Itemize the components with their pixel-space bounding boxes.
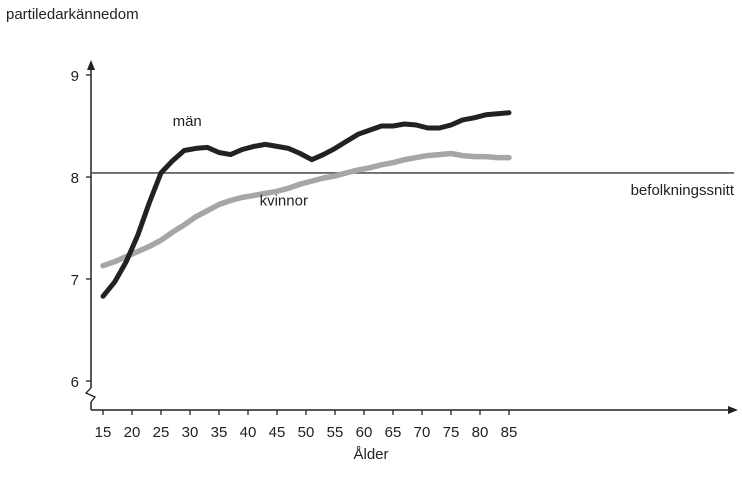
x-tick-label: 65 [385,424,402,441]
x-tick-label: 60 [356,424,373,441]
annotation-man: män [173,113,202,130]
x-axis-label: Ålder [353,446,389,463]
y-axis-break [84,387,97,403]
y-axis-label: partiledarkännedom [6,6,139,23]
series-line-man [100,110,512,299]
x-tick-label: 80 [472,424,489,441]
x-tick-label: 25 [153,424,170,441]
reference-line-group: befolkningssnitt [91,172,735,199]
annotation-kvinnor: kvinnor [260,193,308,210]
axes [84,60,738,414]
x-tick-label: 50 [298,424,315,441]
series-group [100,110,512,299]
x-axis-arrow [728,406,738,414]
x-tick-label: 40 [240,424,257,441]
x-tick-label: 70 [414,424,431,441]
x-tick-label: 45 [269,424,286,441]
x-tick-label: 15 [95,424,112,441]
reference-line-label: befolkningssnitt [631,182,735,199]
x-tick-label: 35 [211,424,228,441]
y-axis-arrow [87,60,95,70]
x-tick-label: 55 [327,424,344,441]
ticks: 6 7 8 9 15 20 25 30 35 40 45 50 55 60 65 70 75 80 85 [71,68,518,441]
x-tick-label: 85 [501,424,518,441]
annotations-group: män kvinnor [173,113,308,210]
series-line-kvinnor [100,150,512,269]
y-tick-label: 9 [71,68,79,85]
x-tick-label: 75 [443,424,460,441]
y-tick-label: 8 [71,170,79,187]
y-tick-label: 6 [71,374,79,391]
y-tick-label: 7 [71,272,79,289]
x-tick-label: 30 [182,424,199,441]
x-tick-label: 20 [124,424,141,441]
